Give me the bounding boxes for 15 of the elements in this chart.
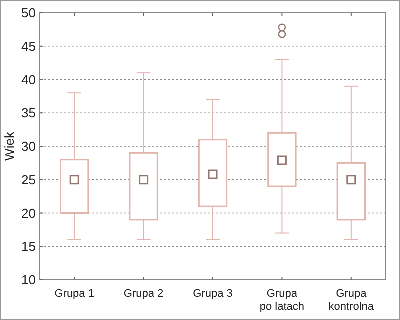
y-tick-label: 35 [22,106,36,121]
x-tick-label: Grupa 2 [124,288,164,300]
x-tick-label: Grupa 3 [193,288,233,300]
y-tick-label: 50 [22,6,36,21]
y-tick-label: 30 [22,139,36,154]
y-tick-label: 40 [22,72,36,88]
y-tick-label: 45 [22,38,36,54]
y-axis-title: Wiek [2,132,17,161]
y-tick-label: 25 [22,172,36,188]
y-tick-label: 15 [22,239,36,254]
x-tick-label: Grupa 1 [54,288,94,300]
y-tick-label: 10 [22,272,36,288]
x-tick-label: Grupa po latach [260,288,305,313]
y-tick-label: 20 [22,206,36,221]
x-tick-label: Grupa kontrolna [328,288,375,313]
